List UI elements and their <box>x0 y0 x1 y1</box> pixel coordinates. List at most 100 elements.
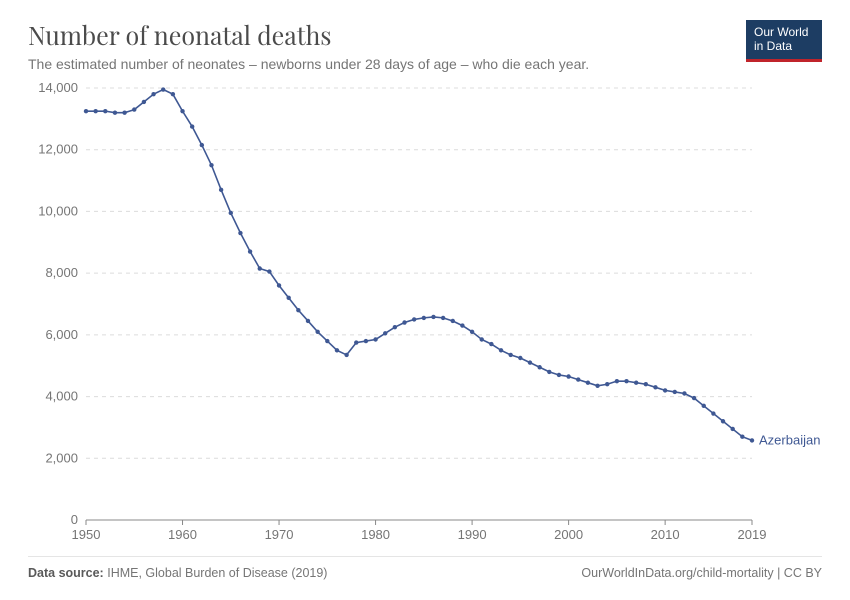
series-line <box>86 90 752 441</box>
series-marker <box>383 331 387 335</box>
series-marker <box>354 341 358 345</box>
series-marker <box>248 249 252 253</box>
series-marker <box>151 92 155 96</box>
y-tick-label: 4,000 <box>45 389 78 404</box>
series-marker <box>509 353 513 357</box>
series-marker <box>692 396 696 400</box>
source-label: Data source: <box>28 566 104 580</box>
series-marker <box>402 320 406 324</box>
series-marker <box>460 324 464 328</box>
series-marker <box>209 163 213 167</box>
logo-line-2: in Data <box>754 40 814 54</box>
series-marker <box>586 381 590 385</box>
logo-line-1: Our World <box>754 26 814 40</box>
owid-logo: Our World in Data <box>746 20 822 62</box>
series-marker <box>702 404 706 408</box>
series-marker <box>557 373 561 377</box>
series-marker <box>721 419 725 423</box>
y-tick-label: 8,000 <box>45 265 78 280</box>
series-marker <box>711 411 715 415</box>
series-marker <box>518 356 522 360</box>
series-marker <box>615 379 619 383</box>
series-marker <box>595 384 599 388</box>
series-marker <box>412 317 416 321</box>
x-tick-label: 1980 <box>361 527 390 542</box>
series-marker <box>431 315 435 319</box>
series-marker <box>229 211 233 215</box>
series-marker <box>682 391 686 395</box>
series-marker <box>470 330 474 334</box>
y-tick-label: 0 <box>71 512 78 527</box>
series-marker <box>537 365 541 369</box>
series-marker <box>566 374 570 378</box>
series-marker <box>258 266 262 270</box>
series-marker <box>93 109 97 113</box>
x-tick-label: 2010 <box>651 527 680 542</box>
series-marker <box>393 325 397 329</box>
series-marker <box>673 390 677 394</box>
series-marker <box>142 100 146 104</box>
series-marker <box>296 308 300 312</box>
x-tick-label: 1970 <box>265 527 294 542</box>
series-marker <box>605 382 609 386</box>
series-marker <box>373 337 377 341</box>
series-marker <box>325 339 329 343</box>
series-marker <box>171 92 175 96</box>
series-marker <box>547 370 551 374</box>
series-marker <box>653 385 657 389</box>
series-marker <box>422 316 426 320</box>
series-marker <box>238 231 242 235</box>
series-marker <box>267 270 271 274</box>
series-marker <box>190 125 194 129</box>
series-marker <box>84 109 88 113</box>
series-marker <box>499 348 503 352</box>
series-marker <box>364 339 368 343</box>
chart-svg: 0 2,000 4,000 6,000 8,000 10,000 12,000 14,000 1… <box>28 82 822 552</box>
series-marker <box>344 353 348 357</box>
series-marker <box>161 87 165 91</box>
x-tick-label: 1960 <box>168 527 197 542</box>
series-marker <box>277 283 281 287</box>
series-marker <box>441 316 445 320</box>
y-tick-label: 12,000 <box>38 142 78 157</box>
x-tick-label: 1990 <box>458 527 487 542</box>
series-label: Azerbaijan <box>759 433 820 448</box>
data-source: Data source: IHME, Global Burden of Dise… <box>28 566 327 580</box>
series-marker <box>306 319 310 323</box>
series-marker <box>315 330 319 334</box>
y-tick-label: 2,000 <box>45 450 78 465</box>
series-marker <box>750 438 754 442</box>
series-marker <box>287 296 291 300</box>
header: Our World in Data Number of neonatal dea… <box>28 20 822 74</box>
footer: Data source: IHME, Global Burden of Dise… <box>28 556 822 580</box>
series-marker <box>103 109 107 113</box>
series-marker <box>219 188 223 192</box>
credit-text: OurWorldInData.org/child-mortality | CC … <box>581 566 822 580</box>
x-tick-label: 2000 <box>554 527 583 542</box>
series-marker <box>335 348 339 352</box>
chart-title: Number of neonatal deaths <box>28 20 822 51</box>
x-tick-label: 1950 <box>72 527 101 542</box>
series-marker <box>644 382 648 386</box>
series-marker <box>200 143 204 147</box>
series-marker <box>740 435 744 439</box>
series-marker <box>634 381 638 385</box>
series-marker <box>663 388 667 392</box>
series-marker <box>180 109 184 113</box>
chart-subtitle: The estimated number of neonates – newbo… <box>28 55 822 74</box>
chart-container: Our World in Data Number of neonatal dea… <box>0 0 850 600</box>
series-marker <box>480 337 484 341</box>
y-tick-label: 10,000 <box>38 204 78 219</box>
y-tick-label: 6,000 <box>45 327 78 342</box>
series-marker <box>113 111 117 115</box>
series-marker <box>489 342 493 346</box>
series-marker <box>122 111 126 115</box>
series-marker <box>132 108 136 112</box>
series-marker <box>528 361 532 365</box>
y-tick-label: 14,000 <box>38 82 78 95</box>
chart-area: 0 2,000 4,000 6,000 8,000 10,000 12,000 14,000 1… <box>28 82 822 552</box>
series-marker <box>624 379 628 383</box>
x-tick-label: 2019 <box>738 527 767 542</box>
series-marker <box>731 427 735 431</box>
series-marker <box>576 378 580 382</box>
